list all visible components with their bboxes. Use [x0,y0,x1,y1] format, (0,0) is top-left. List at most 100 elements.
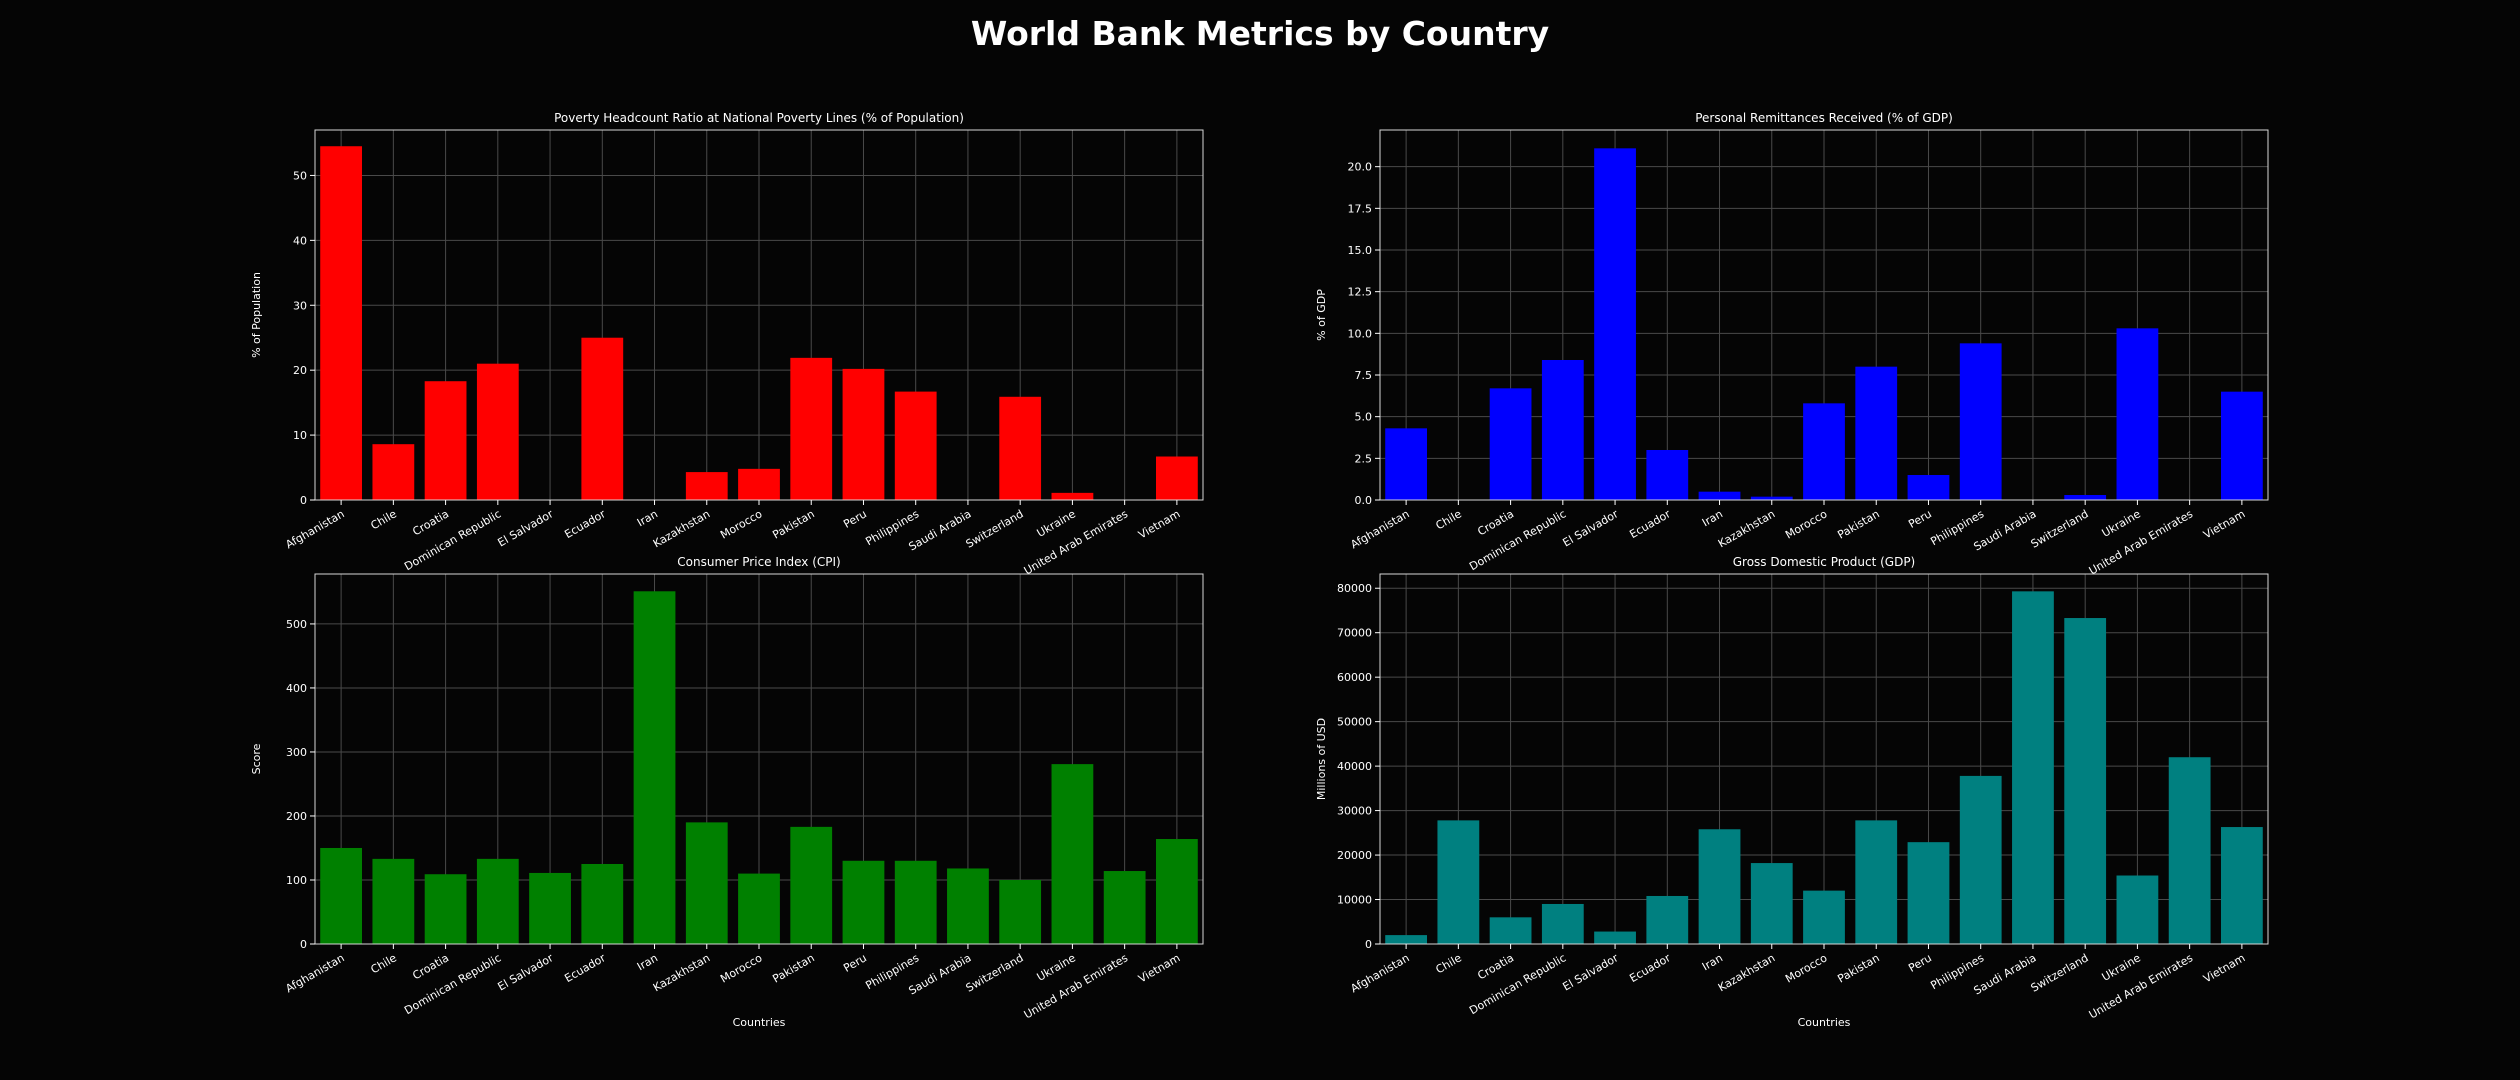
bar-pakistan [790,357,833,500]
x-tick-label: Dominican Republic [402,507,503,573]
chart-panel-1: 0 10 20 30 40 50 Afghanistan Chile CroatiaDomini… [250,111,1204,577]
bar-dominican-republic [476,858,519,944]
x-tick-label: Croatia [410,951,451,982]
x-tick-label: Kazakhstan [651,951,712,994]
bar-vietnam [2220,827,2263,944]
bar-iran [1698,491,1741,500]
bar-ukraine [2116,328,2159,500]
bar-peru [1907,842,1950,944]
bar-switzerland [2064,495,2107,500]
bar-philippines [894,860,937,944]
bar-ecuador [581,337,624,500]
y-axis-label: % of Population [250,272,263,358]
x-tick-label: Morocco [718,507,765,541]
x-tick-label: Vietnam [2201,951,2247,985]
bar-afghanistan [1385,935,1428,944]
x-tick-label: Switzerland [2029,951,2091,994]
x-tick-label: Switzerland [2029,507,2091,550]
y-tick-label: 2.5 [1355,452,1373,465]
x-tick-label: El Salvador [496,507,556,549]
bar-peru [1907,475,1950,500]
x-tick-label: Dominican Republic [1467,951,1568,1017]
x-tick-label: Kazakhstan [651,507,712,550]
y-tick-label: 20.0 [1348,161,1373,174]
y-tick-label: 50000 [1337,716,1372,729]
y-tick-label: 15.0 [1348,244,1373,257]
x-tick-label: Chile [1433,507,1464,532]
y-tick-label: 20000 [1337,849,1372,862]
x-tick-label: Afghanistan [1348,951,1411,995]
x-tick-label: Ukraine [1035,507,1078,540]
x-tick-label: Afghanistan [1348,507,1411,551]
x-tick-label: El Salvador [496,951,556,993]
bar-united-arab-emirates [1103,871,1146,944]
x-tick-label: Croatia [410,507,451,538]
x-tick-label: Chile [368,951,399,976]
bar-dominican-republic [1541,360,1584,500]
x-tick-label: Pakistan [770,951,816,985]
y-tick-label: 10000 [1337,894,1372,907]
x-tick-label: Croatia [1475,507,1516,538]
bar-morocco [1803,890,1845,944]
y-tick-label: 10 [293,429,307,442]
y-tick-label: 30000 [1337,805,1372,818]
y-tick-label: 17.5 [1348,202,1373,215]
y-tick-label: 40000 [1337,760,1372,773]
x-tick-label: Iran [635,507,660,529]
y-tick-label: 100 [286,874,307,887]
x-tick-label: Vietnam [2201,507,2247,541]
bar-morocco [1803,403,1845,500]
y-tick-label: 0.0 [1355,494,1373,507]
bar-saudi-arabia [2012,591,2054,944]
bar-pakistan [790,826,833,944]
bar-kazakhstan [685,472,728,500]
y-axis-label: Score [250,743,263,774]
x-tick-label: Ecuador [1627,951,1673,985]
bar-iran [633,591,676,944]
x-tick-label: Chile [1433,951,1464,976]
x-tick-label: Peru [841,951,869,975]
x-tick-label: Ecuador [562,507,608,541]
bar-united-arab-emirates [2168,757,2211,944]
x-tick-label: Pakistan [1835,951,1881,985]
y-tick-label: 12.5 [1348,286,1373,299]
bar-afghanistan [1385,428,1428,500]
bar-peru [842,860,885,944]
bar-ukraine [2116,875,2159,944]
x-tick-label: Peru [1906,507,1934,531]
x-tick-label: Pakistan [1835,507,1881,541]
panel-title: Consumer Price Index (CPI) [677,555,840,569]
y-tick-label: 7.5 [1355,369,1373,382]
x-tick-label: Croatia [1475,951,1516,982]
bar-vietnam [1155,456,1198,500]
bar-pakistan [1855,820,1898,944]
x-tick-label: Kazakhstan [1716,951,1777,994]
x-tick-label: Iran [1700,507,1725,529]
x-tick-label: Morocco [1783,951,1830,985]
bar-el-salvador [1594,148,1636,501]
y-tick-label: 5.0 [1355,411,1373,424]
x-tick-label: Ukraine [2100,951,2143,984]
x-tick-label: Ecuador [1627,507,1673,541]
panel-title: Gross Domestic Product (GDP) [1733,555,1916,569]
bar-morocco [738,873,780,944]
bar-kazakhstan [685,822,728,944]
x-tick-label: Vietnam [1136,507,1182,541]
x-tick-label: El Salvador [1561,951,1621,993]
y-axis-label: % of GDP [1315,289,1328,341]
bar-chile [1437,820,1480,944]
x-tick-label: Dominican Republic [402,951,503,1017]
bar-iran [1698,829,1741,944]
bar-chile [372,858,415,944]
y-tick-label: 500 [286,618,307,631]
bar-ecuador [1646,450,1689,500]
y-tick-label: 30 [293,299,307,312]
x-tick-label: Peru [1906,951,1934,975]
y-axis-label: Millions of USD [1315,718,1328,800]
bar-ecuador [581,863,624,944]
bar-afghanistan [320,146,363,500]
y-tick-label: 60000 [1337,671,1372,684]
x-tick-label: Morocco [718,951,765,985]
y-tick-label: 0 [1365,938,1372,951]
x-tick-label: El Salvador [1561,507,1621,549]
